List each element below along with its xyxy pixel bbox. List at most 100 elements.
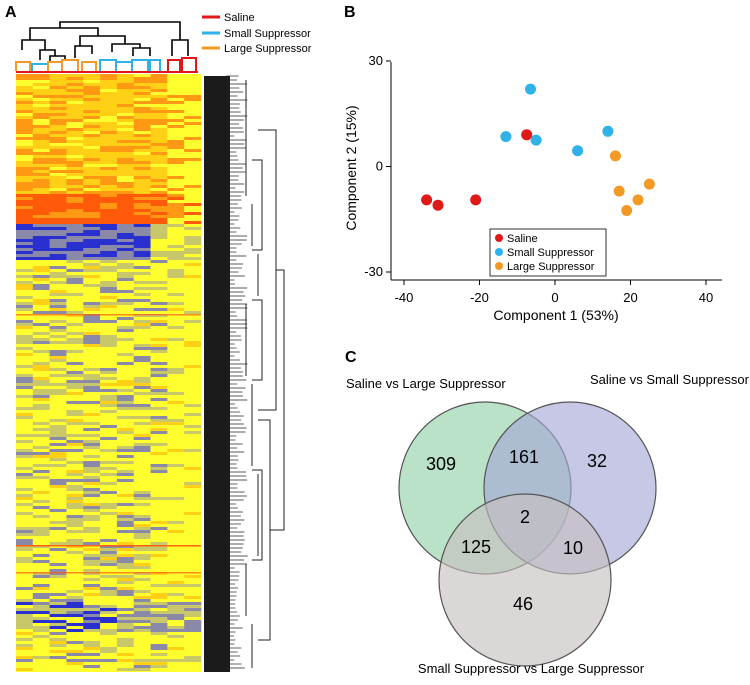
heatmap-cell [167, 593, 185, 596]
heatmap-cell [150, 209, 168, 212]
heatmap-cell [16, 455, 34, 458]
heatmap-cell [184, 443, 202, 446]
heatmap-cell [150, 416, 168, 419]
heatmap-cell [116, 500, 135, 503]
heatmap-cell [100, 395, 118, 398]
heatmap-cell [16, 161, 34, 164]
heatmap-cell [49, 410, 67, 413]
heatmap-cell [83, 134, 101, 137]
heatmap-cell [66, 455, 84, 458]
heatmap-cell [32, 134, 50, 137]
heatmap-cell [133, 440, 151, 443]
heatmap-cell [133, 536, 151, 539]
heatmap-cell [32, 467, 50, 470]
heatmap-cell [16, 173, 34, 176]
heatmap-cell [116, 203, 135, 206]
heatmap-cell [133, 512, 151, 515]
heatmap-cell [167, 611, 185, 614]
heatmap-cell [83, 266, 101, 269]
heatmap-cell [150, 641, 168, 644]
heatmap-cell [49, 665, 67, 668]
heatmap-cell [150, 497, 168, 500]
heatmap-cell [83, 587, 101, 590]
heatmap-cell [66, 299, 84, 302]
heatmap-cell [83, 602, 101, 605]
heatmap-cell [16, 428, 34, 431]
heatmap-cell [16, 401, 34, 404]
heatmap-cell [32, 509, 50, 512]
heatmap-cell [167, 602, 185, 605]
heatmap-cell [49, 257, 67, 260]
heatmap-cell [49, 416, 67, 419]
heatmap-cell [16, 302, 34, 305]
heatmap-cell [150, 587, 168, 590]
heatmap-cell [49, 434, 67, 437]
legend-a-large-label: Large Suppressor [224, 43, 312, 55]
heatmap-cell [116, 173, 135, 176]
heatmap-cell [184, 446, 202, 449]
heatmap-cell [133, 104, 151, 107]
heatmap-cell [150, 554, 168, 557]
heatmap-cell [66, 584, 84, 587]
heatmap-cell [133, 524, 151, 527]
heatmap-cell [167, 242, 185, 245]
heatmap-cell [133, 158, 151, 161]
heatmap-cell [100, 122, 118, 125]
heatmap-cell [116, 188, 135, 191]
heatmap-cell [49, 80, 67, 83]
heatmap-cell [167, 542, 185, 545]
heatmap-cell [16, 224, 34, 227]
heatmap-cell [66, 491, 84, 494]
heatmap-cell [16, 188, 34, 191]
heatmap-cell [16, 644, 34, 647]
heatmap-cell [184, 233, 202, 236]
heatmap-cell [16, 116, 34, 119]
heatmap-cell [133, 569, 151, 572]
heatmap-cell [184, 638, 202, 641]
heatmap-cell [66, 548, 84, 551]
heatmap-cell [83, 353, 101, 356]
heatmap-cell [16, 506, 34, 509]
heatmap-cell [133, 155, 151, 158]
heatmap-cell [184, 656, 202, 659]
column-dendrogram [21, 21, 189, 62]
heatmap-cell [16, 278, 34, 281]
heatmap-cell [66, 518, 84, 521]
heatmap-cell [150, 227, 168, 230]
venn-count-saline-small-small-large: 10 [563, 538, 583, 558]
heatmap-cell [116, 617, 135, 620]
heatmap-cell [133, 236, 151, 239]
heatmap-cell [32, 476, 50, 479]
heatmap-cell [116, 227, 135, 230]
heatmap-cell [66, 263, 84, 266]
heatmap-cell [16, 284, 34, 287]
heatmap-cell [100, 341, 118, 344]
heatmap-cell [133, 290, 151, 293]
heatmap-cell [167, 473, 185, 476]
heatmap-cell [116, 326, 135, 329]
heatmap-cell [100, 413, 118, 416]
heatmap-cell [116, 134, 135, 137]
heatmap-cell [49, 263, 67, 266]
heatmap-cell [133, 416, 151, 419]
heatmap-cell [150, 263, 168, 266]
heatmap-cell [133, 161, 151, 164]
heatmap-cell [133, 353, 151, 356]
heatmap-cell [66, 191, 84, 194]
heatmap-cell [116, 521, 135, 524]
heatmap-cell [66, 647, 84, 650]
heatmap-cell [16, 101, 34, 104]
heatmap-cell [16, 395, 34, 398]
heatmap-cell [133, 632, 151, 635]
heatmap-cell [49, 239, 67, 242]
heatmap-cell [83, 191, 101, 194]
heatmap-cell [116, 659, 135, 662]
heatmap-cell [150, 332, 168, 335]
heatmap-cell [116, 293, 135, 296]
heatmap-cell [100, 623, 118, 626]
heatmap-cell [49, 206, 67, 209]
heatmap-cell [66, 479, 84, 482]
heatmap-cell [32, 302, 50, 305]
heatmap-cell [32, 449, 50, 452]
heatmap-cell [133, 485, 151, 488]
